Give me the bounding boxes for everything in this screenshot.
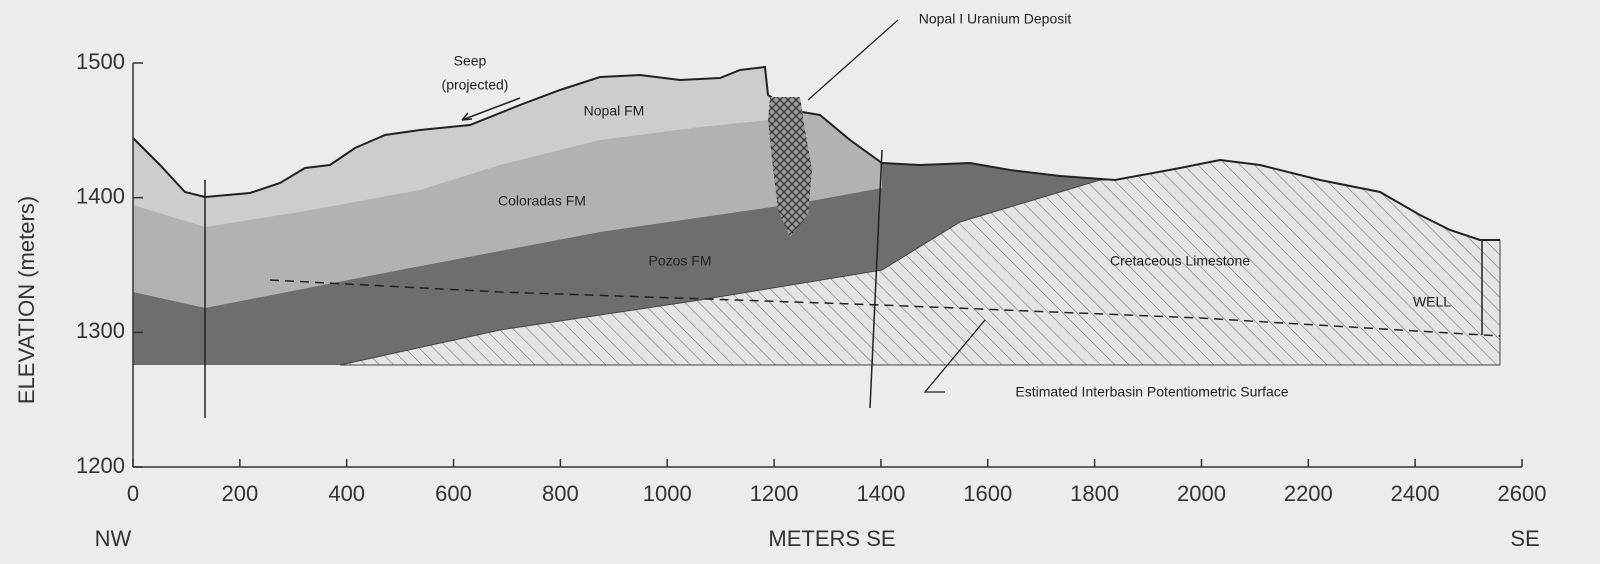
- deposit-label: Nopal I Uranium Deposit: [919, 11, 1072, 27]
- y-axis-label: ELEVATION (meters): [14, 196, 39, 404]
- formation-label: Cretaceous Limestone: [1110, 253, 1250, 269]
- x-tick-label: 800: [542, 481, 579, 506]
- x-tick-label: 1400: [856, 481, 905, 506]
- y-tick-label: 1200: [76, 453, 125, 478]
- x-tick-label: 2400: [1391, 481, 1440, 506]
- x-tick-label: 1200: [750, 481, 799, 506]
- formation-label: Pozos FM: [648, 253, 711, 269]
- y-tick-label: 1400: [76, 183, 125, 208]
- y-tick-label: 1300: [76, 318, 125, 343]
- x-tick-label: 1800: [1070, 481, 1119, 506]
- x-tick-label: 2000: [1177, 481, 1226, 506]
- formation-label: Coloradas FM: [498, 193, 586, 209]
- seep-label: Seep: [454, 53, 487, 69]
- direction-label: SE: [1510, 526, 1539, 551]
- x-tick-label: 2200: [1284, 481, 1333, 506]
- x-tick-label: 1600: [963, 481, 1012, 506]
- x-tick-label: 600: [435, 481, 472, 506]
- cross-section: Seep (projected) Nopal FM Coloradas FM P…: [0, 0, 1600, 564]
- well-label: WELL: [1413, 294, 1451, 310]
- x-axis-label: METERS SE: [768, 526, 895, 551]
- formation-label: Nopal FM: [584, 103, 645, 119]
- seep-note: (projected): [442, 77, 509, 93]
- x-tick-label: 1000: [643, 481, 692, 506]
- surface-label: Estimated Interbasin Potentiometric Surf…: [1015, 384, 1288, 400]
- y-tick-label: 1500: [76, 49, 125, 74]
- x-tick-label: 200: [221, 481, 258, 506]
- x-tick-label: 400: [328, 481, 365, 506]
- x-tick-label: 0: [127, 481, 139, 506]
- direction-label: NW: [95, 526, 132, 551]
- x-tick-label: 2600: [1498, 481, 1547, 506]
